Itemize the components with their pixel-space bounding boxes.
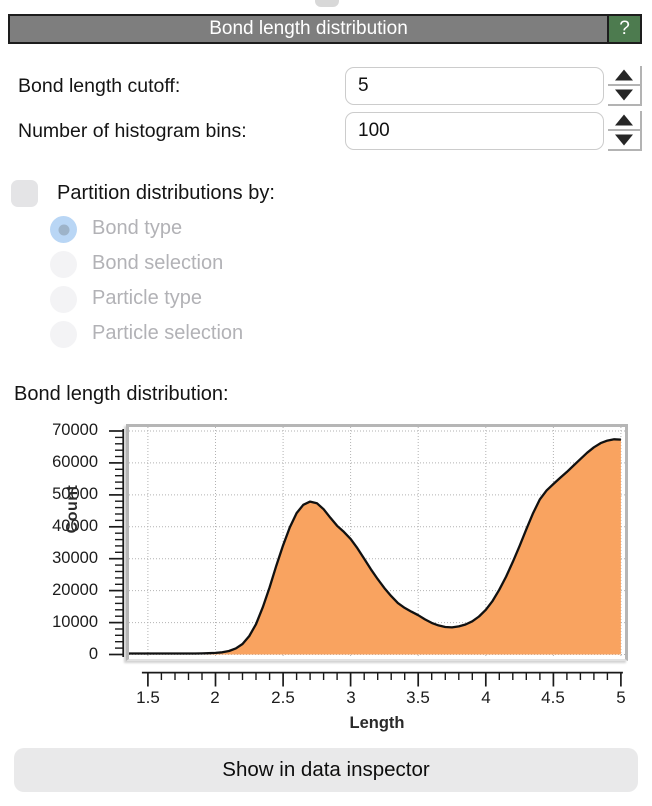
panel-scroll-handle[interactable] bbox=[315, 0, 339, 7]
partition-checkbox-label: Partition distributions by: bbox=[57, 182, 275, 204]
radio-particle-type bbox=[50, 286, 77, 313]
cutoff-spin-down-button[interactable] bbox=[608, 86, 642, 106]
chart-section-label: Bond length distribution: bbox=[14, 383, 229, 405]
y-axis-title: Count bbox=[64, 484, 81, 534]
up-arrow-icon bbox=[615, 114, 633, 126]
partition-checkbox[interactable] bbox=[11, 180, 38, 207]
x-tick-label: 2 bbox=[210, 688, 220, 707]
y-axis-ruler bbox=[109, 429, 125, 657]
radio-particle-selection-label: Particle selection bbox=[92, 322, 244, 344]
bins-spin-down-button[interactable] bbox=[608, 131, 642, 151]
y-tick-label: 0 bbox=[88, 645, 98, 663]
radio-particle-type-label: Particle type bbox=[92, 287, 203, 309]
show-in-data-inspector-button[interactable]: Show in data inspector bbox=[14, 748, 638, 792]
radio-bond-type-label: Bond type bbox=[92, 217, 183, 239]
bins-spin-up-button[interactable] bbox=[608, 111, 642, 131]
cutoff-spin-up-button[interactable] bbox=[608, 66, 642, 86]
y-tick-label: 50000 bbox=[52, 485, 98, 503]
down-arrow-icon bbox=[615, 89, 633, 101]
x-tick-label: 3.5 bbox=[406, 688, 430, 707]
cutoff-label: Bond length cutoff: bbox=[18, 75, 181, 97]
help-button[interactable]: ? bbox=[607, 16, 640, 42]
radio-bond-selection-label: Bond selection bbox=[92, 252, 224, 274]
y-tick-label: 60000 bbox=[52, 453, 98, 471]
bins-input[interactable] bbox=[345, 112, 604, 150]
x-tick-label: 1.5 bbox=[136, 688, 160, 707]
panel-header: Bond length distribution ? bbox=[8, 14, 642, 44]
x-tick-label: 3 bbox=[346, 688, 356, 707]
y-tick-label: 30000 bbox=[52, 549, 98, 567]
y-tick-label: 10000 bbox=[52, 613, 98, 631]
up-arrow-icon bbox=[615, 69, 633, 81]
bins-spinner bbox=[608, 111, 642, 151]
x-tick-label: 4 bbox=[481, 688, 491, 707]
radio-bond-type bbox=[50, 216, 77, 243]
x-axis-ruler bbox=[141, 671, 623, 687]
down-arrow-icon bbox=[615, 134, 633, 146]
y-tick-label: 70000 bbox=[52, 421, 98, 439]
x-axis-title: Length bbox=[349, 714, 405, 732]
y-tick-label: 40000 bbox=[52, 517, 98, 535]
x-tick-label: 2.5 bbox=[271, 688, 295, 707]
radio-particle-selection bbox=[50, 321, 77, 348]
radio-bond-selection bbox=[50, 251, 77, 278]
x-tick-label: 4.5 bbox=[541, 688, 565, 707]
distribution-area-chart bbox=[129, 427, 625, 658]
radio-dot-icon bbox=[58, 224, 69, 235]
y-tick-label: 20000 bbox=[52, 581, 98, 599]
cutoff-spinner bbox=[608, 66, 642, 106]
bins-label: Number of histogram bins: bbox=[18, 120, 247, 142]
plot-canvas bbox=[126, 424, 628, 661]
panel-title: Bond length distribution bbox=[10, 16, 607, 42]
cutoff-input[interactable] bbox=[345, 67, 604, 105]
x-tick-label: 5 bbox=[616, 688, 626, 707]
